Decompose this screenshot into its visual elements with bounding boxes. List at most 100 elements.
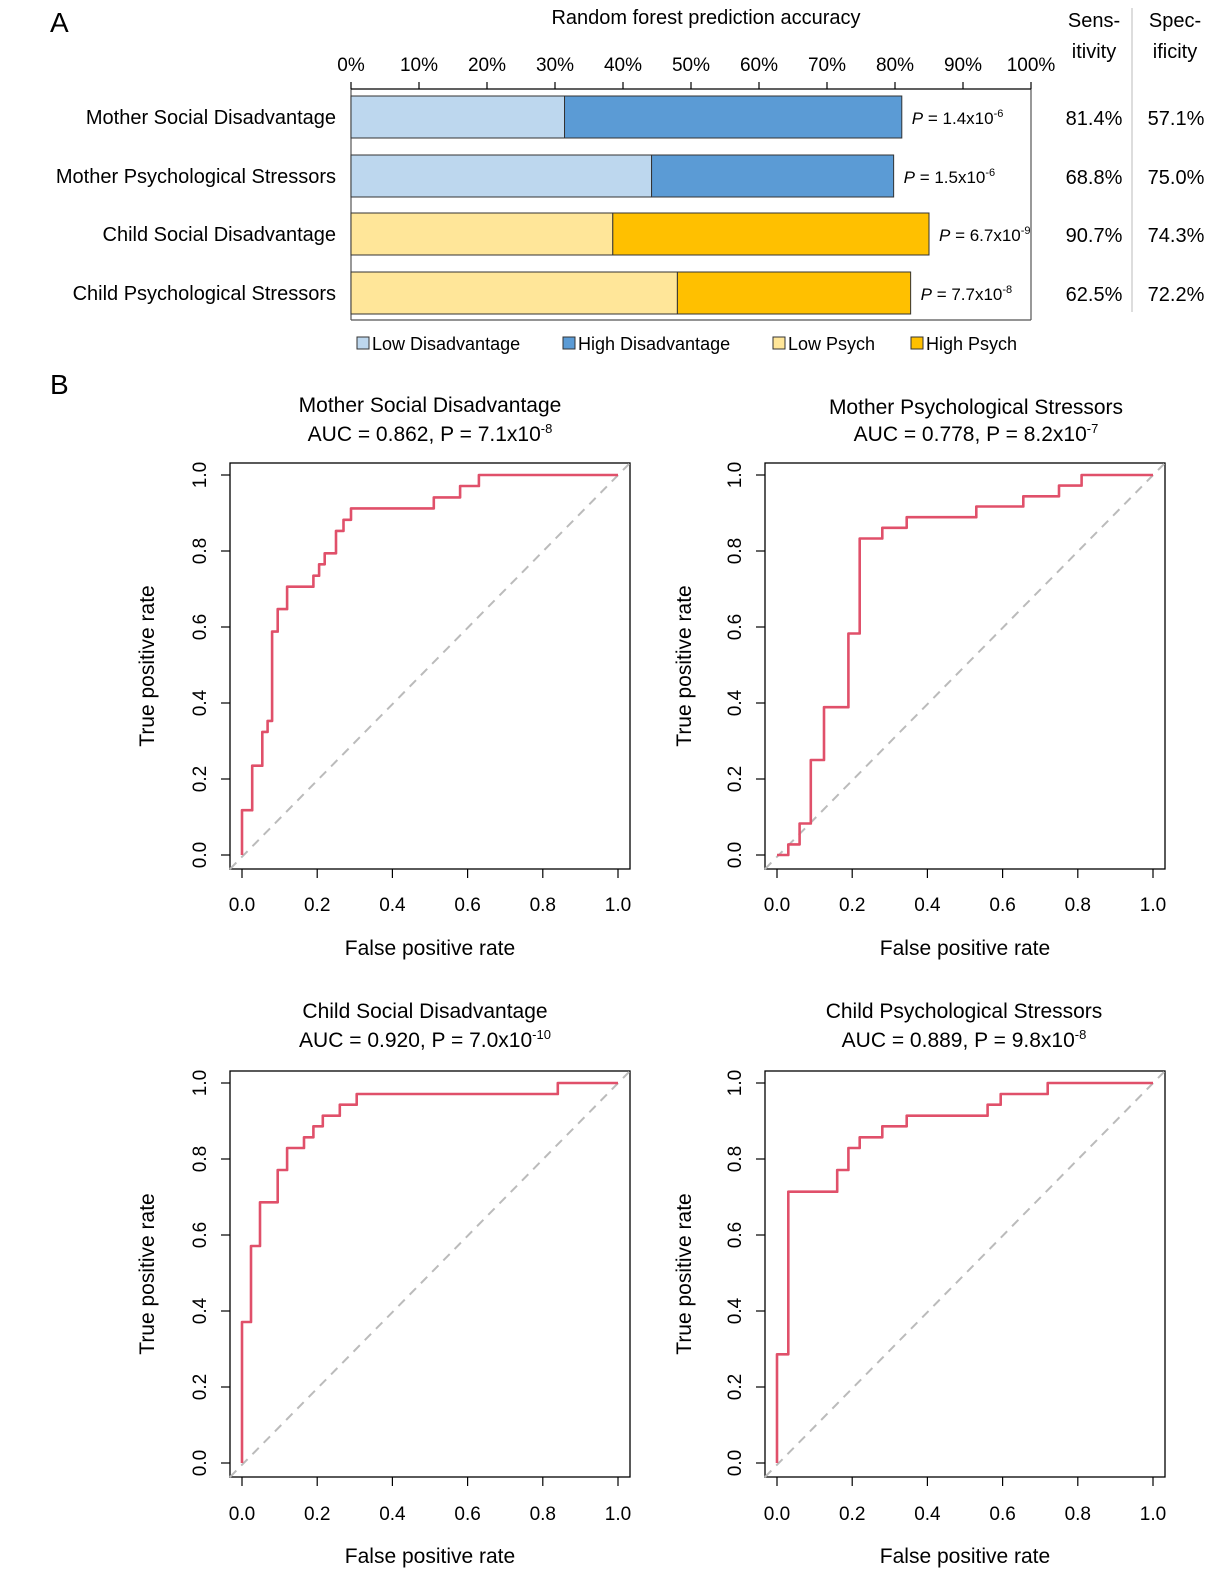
y-tick-label: 0.0	[725, 842, 746, 868]
bar-low-segment	[350, 271, 678, 315]
specificity-value: 57.1%	[1148, 108, 1205, 130]
x-tick-label: 20%	[468, 55, 506, 76]
x-tick-label: 50%	[672, 55, 710, 76]
chance-diagonal	[229, 462, 631, 870]
x-tick-label: 0.4	[914, 1504, 941, 1525]
sensitivity-value: 90.7%	[1066, 225, 1123, 247]
roc-plot-child-psych: Child Psychological Stressors AUC = 0.889…	[673, 1000, 1166, 1568]
y-tick-label: 1.0	[725, 462, 746, 488]
x-tick-label: 0.6	[454, 895, 480, 916]
bar-low-segment	[350, 95, 566, 139]
y-tick-label: 0.6	[190, 1222, 211, 1248]
roc-frame	[764, 462, 1166, 870]
x-tick-label: 1.0	[605, 1504, 631, 1525]
x-tick-label: 1.0	[1140, 1504, 1166, 1525]
y-tick-label: 0.8	[190, 1146, 211, 1172]
x-tick-label: 0.4	[379, 1504, 406, 1525]
y-tick-label: 0.8	[190, 538, 211, 564]
specificity-value: 74.3%	[1148, 225, 1205, 247]
x-tick-label: 0.2	[839, 1504, 865, 1525]
roc-frame	[229, 462, 631, 870]
x-tick-label: 0.0	[764, 1504, 790, 1525]
x-tick-label: 60%	[740, 55, 778, 76]
roc-subtitle: AUC = 0.920, P = 7.0x10-10	[299, 1027, 551, 1052]
x-tick-label: 100%	[1007, 55, 1056, 76]
y-tick-label: 0.4	[725, 1297, 746, 1324]
x-tick-label: 0.8	[1065, 895, 1091, 916]
legend-swatch	[562, 336, 576, 350]
y-tick-label: 0.0	[190, 1450, 211, 1476]
x-tick-label: 0.2	[304, 895, 330, 916]
roc-title: Mother Social Disadvantage	[299, 394, 562, 417]
y-tick-label: 0.8	[725, 538, 746, 564]
roc-subtitle: AUC = 0.889, P = 9.8x10-8	[842, 1027, 1087, 1052]
x-axis-label: False positive rate	[880, 937, 1050, 960]
x-tick-label: 0.2	[839, 895, 865, 916]
roc-plot-mother-social: Mother Social Disadvantage AUC = 0.862, P…	[136, 394, 631, 960]
roc-title: Child Social Disadvantage	[302, 1000, 547, 1023]
x-tick-label: 1.0	[605, 895, 631, 916]
legend-label: Low Disadvantage	[372, 334, 520, 354]
x-tick-label: 0.0	[229, 1504, 255, 1525]
bar-high-segment	[651, 154, 895, 198]
x-tick-label: 30%	[536, 55, 574, 76]
y-tick-label: 1.0	[725, 1070, 746, 1096]
category-label: Mother Social Disadvantage	[86, 107, 336, 129]
x-tick-label: 10%	[400, 55, 438, 76]
category-label: Child Social Disadvantage	[103, 224, 336, 246]
sens-header-line1: Sens-	[1068, 10, 1120, 32]
y-tick-label: 0.8	[725, 1146, 746, 1172]
bar-high-segment	[612, 212, 930, 256]
x-axis-label: False positive rate	[345, 1545, 515, 1568]
x-tick-label: 0.8	[1065, 1504, 1091, 1525]
category-label: Child Psychological Stressors	[73, 283, 336, 305]
y-tick-label: 0.6	[725, 1222, 746, 1248]
y-tick-label: 0.4	[190, 689, 211, 716]
legend-label: High Disadvantage	[578, 334, 730, 354]
y-axis-label: True positive rate	[673, 1193, 696, 1354]
y-tick-label: 0.0	[190, 842, 211, 868]
x-tick-label: 80%	[876, 55, 914, 76]
roc-curve	[240, 1081, 618, 1463]
x-tick-label: 40%	[604, 55, 642, 76]
legend-label: High Psych	[926, 334, 1017, 354]
panel-b-label: B	[50, 369, 69, 400]
spec-header-line2: ificity	[1153, 41, 1197, 63]
x-tick-label: 0.6	[989, 895, 1015, 916]
x-tick-label: 0.8	[530, 1504, 556, 1525]
y-tick-label: 0.2	[190, 1374, 211, 1400]
roc-plot-child-social: Child Social Disadvantage AUC = 0.920, P …	[136, 1000, 631, 1568]
chance-diagonal	[764, 1070, 1166, 1478]
y-tick-label: 1.0	[190, 1070, 211, 1096]
y-tick-label: 0.0	[725, 1450, 746, 1476]
x-tick-label: 0.6	[989, 1504, 1015, 1525]
roc-subtitle: AUC = 0.862, P = 7.1x10-8	[308, 421, 553, 446]
x-axis-label: False positive rate	[345, 937, 515, 960]
panel-a-label: A	[50, 7, 69, 38]
x-tick-label: 90%	[944, 55, 982, 76]
y-tick-label: 0.6	[190, 614, 211, 640]
y-axis-label: True positive rate	[136, 585, 159, 746]
y-axis-label: True positive rate	[136, 1193, 159, 1354]
sensitivity-value: 62.5%	[1066, 284, 1123, 306]
specificity-value: 75.0%	[1148, 167, 1205, 189]
bar-low-segment	[350, 212, 614, 256]
x-tick-label: 0.4	[379, 895, 406, 916]
legend-label: Low Psych	[788, 334, 875, 354]
y-tick-label: 0.6	[725, 614, 746, 640]
category-label: Mother Psychological Stressors	[56, 166, 336, 188]
x-tick-label: 0.2	[304, 1504, 330, 1525]
x-tick-label: 70%	[808, 55, 846, 76]
spec-header-line1: Spec-	[1149, 10, 1201, 32]
legend-swatch	[772, 336, 786, 350]
panel-a-bar-chart: 0% 10% 20% 30% 40% 50% 60% 70% 80% 90% 100% Mother …	[56, 55, 1205, 321]
x-tick-label: 0.8	[530, 895, 556, 916]
sens-header-line2: itivity	[1072, 41, 1116, 63]
x-tick-label: 0.6	[454, 1504, 480, 1525]
specificity-value: 72.2%	[1148, 284, 1205, 306]
panel-a-legend: Low Disadvantage High Disadvantage Low Psy…	[356, 334, 1017, 354]
roc-curve	[775, 1081, 1153, 1463]
bar-low-segment	[350, 154, 653, 198]
